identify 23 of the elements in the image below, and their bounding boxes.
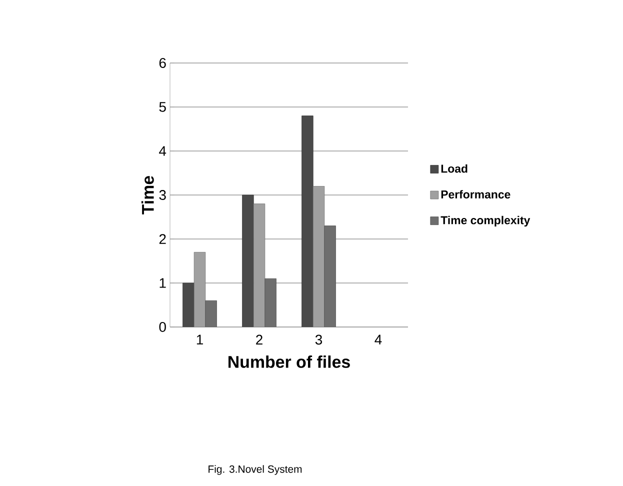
x-tick-label: 3 [315,334,322,345]
x-tick-label: 4 [374,334,382,344]
x-tick-label: 1 [196,334,203,344]
y-tick-label: 2 [159,234,166,244]
bar [302,116,314,327]
legend-label: Performance [441,190,510,199]
y-axis-title: Time [141,176,154,214]
y-tick-label: 4 [159,146,166,156]
bar [324,226,336,327]
legend-label: Load [441,164,468,173]
bar [182,282,194,327]
bar [242,194,254,327]
y-tick-label: 3 [159,190,166,200]
y-tick-label: 5 [159,102,166,112]
legend-label: Time complexity [440,216,530,227]
y-tick-label: 1 [160,278,166,288]
y-tick-label: 0 [159,322,166,332]
bar [205,300,217,327]
y-tick-label: 6 [159,58,166,68]
x-tick-label: 2 [256,334,262,345]
x-axis-title: Number of files [228,355,350,368]
caption: Fig. 3.Novel System [208,465,302,475]
bar [264,278,276,327]
